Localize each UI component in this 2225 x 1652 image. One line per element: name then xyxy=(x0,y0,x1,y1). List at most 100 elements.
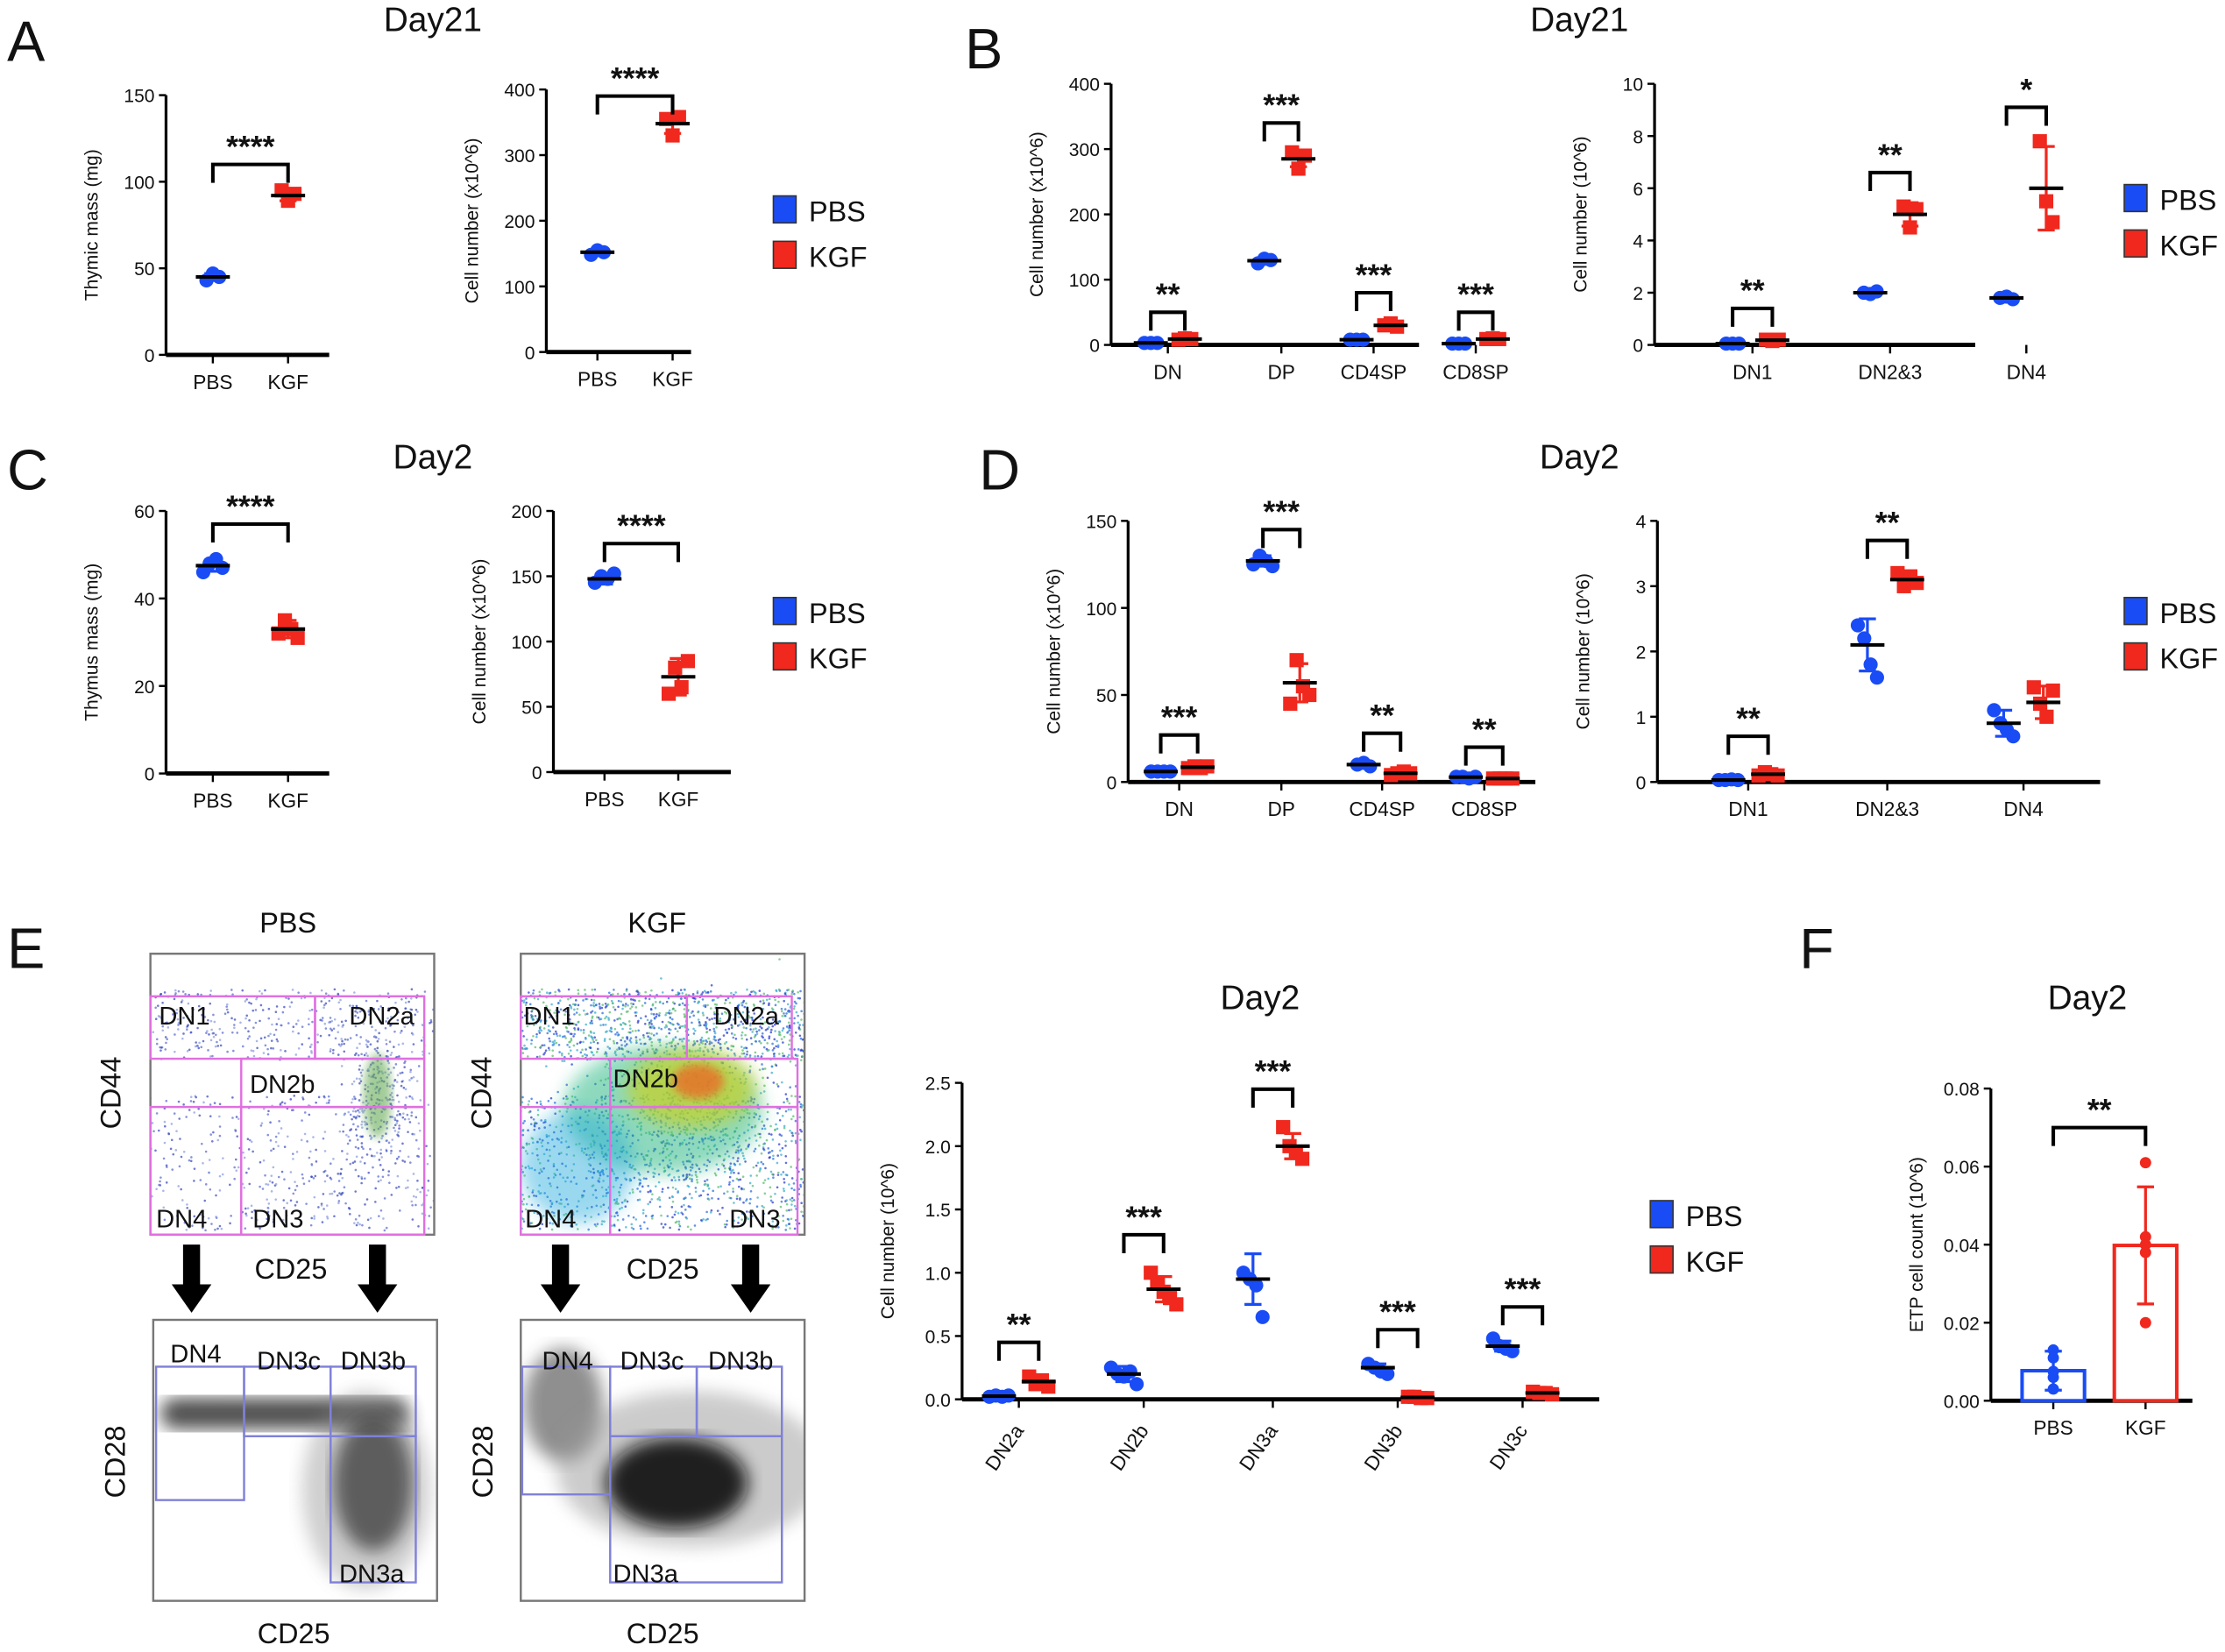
event-dot xyxy=(641,1185,644,1188)
event-dot xyxy=(674,1009,677,1012)
event-dot xyxy=(346,1152,349,1155)
event-dot xyxy=(186,1025,189,1028)
event-dot xyxy=(616,992,620,996)
event-dot xyxy=(264,989,266,992)
event-dot xyxy=(554,1030,557,1033)
event-dot xyxy=(568,1020,571,1024)
y-tick-label: 60 xyxy=(134,502,154,522)
event-dot xyxy=(763,1084,766,1088)
event-dot xyxy=(658,1205,662,1209)
gate-label: DN2a xyxy=(349,1003,415,1031)
event-dot xyxy=(214,1045,217,1048)
event-dot xyxy=(567,988,570,991)
event-dot xyxy=(709,1211,712,1214)
event-dot xyxy=(732,1017,735,1021)
event-dot xyxy=(646,1227,649,1230)
significance-stars: *** xyxy=(1161,700,1198,735)
event-dot xyxy=(737,1185,740,1188)
event-dot xyxy=(545,1065,548,1067)
event-dot xyxy=(640,1042,642,1046)
event-dot xyxy=(681,991,684,995)
event-dot xyxy=(771,1227,774,1230)
y-tick-label: 2 xyxy=(1636,642,1647,663)
event-dot xyxy=(354,1110,358,1113)
event-dot xyxy=(210,1139,214,1143)
y-tick-label: 100 xyxy=(1069,271,1100,291)
legend-swatch-KGF xyxy=(2123,642,2148,671)
event-dot xyxy=(565,1083,569,1087)
event-dot xyxy=(393,1046,395,1048)
event-dot xyxy=(779,1205,783,1209)
event-dot xyxy=(343,989,345,992)
data-point-PBS xyxy=(2047,1351,2059,1364)
event-dot xyxy=(363,1177,366,1180)
event-dot xyxy=(361,1068,364,1072)
event-dot xyxy=(194,1045,197,1048)
panel-letter-E: E xyxy=(7,916,45,980)
event-dot xyxy=(772,1157,775,1160)
event-dot xyxy=(723,1192,726,1195)
event-dot xyxy=(577,1228,579,1230)
event-dot xyxy=(789,1227,791,1230)
event-dot xyxy=(715,1163,719,1166)
event-dot xyxy=(600,1223,604,1226)
event-dot xyxy=(584,1053,586,1056)
event-dot xyxy=(575,1223,578,1226)
event-dot xyxy=(789,1129,791,1132)
event-dot xyxy=(154,1149,157,1152)
event-dot xyxy=(698,1046,702,1050)
event-dot xyxy=(324,1027,328,1030)
event-dot xyxy=(562,1035,564,1039)
event-dot xyxy=(713,1017,716,1019)
event-dot xyxy=(557,1044,561,1046)
event-dot xyxy=(706,1184,710,1188)
event-dot xyxy=(370,1154,373,1157)
event-dot xyxy=(696,1179,698,1181)
event-dot xyxy=(745,1198,748,1201)
event-dot xyxy=(339,998,342,1002)
event-dot xyxy=(403,1160,407,1163)
event-dot xyxy=(650,1012,653,1016)
event-dot xyxy=(333,1190,336,1193)
event-dot xyxy=(712,1189,714,1193)
significance-stars: *** xyxy=(1125,1200,1162,1235)
y-tick-label: 50 xyxy=(521,698,542,719)
event-dot xyxy=(595,1039,598,1042)
event-dot xyxy=(264,1173,266,1177)
event-dot xyxy=(611,1224,613,1227)
event-dot xyxy=(330,1019,334,1023)
event-dot xyxy=(379,1179,382,1181)
event-dot xyxy=(585,1054,589,1057)
event-dot xyxy=(592,1032,596,1035)
event-dot xyxy=(706,1217,709,1221)
event-dot xyxy=(708,1018,711,1021)
y-tick-label: 200 xyxy=(504,212,535,232)
event-dot xyxy=(726,1190,729,1193)
event-dot xyxy=(660,1214,663,1217)
event-dot xyxy=(728,1175,732,1179)
event-dot xyxy=(616,1218,620,1222)
event-dot xyxy=(732,1179,734,1182)
event-dot xyxy=(245,1014,249,1017)
event-dot xyxy=(725,1011,728,1015)
event-dot xyxy=(535,1035,538,1039)
significance-stars: **** xyxy=(617,508,666,543)
event-dot xyxy=(317,1095,321,1099)
event-dot xyxy=(337,1173,340,1175)
event-dot xyxy=(371,1025,373,1029)
event-dot xyxy=(530,1097,533,1101)
event-dot xyxy=(367,1171,371,1174)
event-dot xyxy=(543,1019,547,1023)
event-dot xyxy=(652,1175,655,1179)
event-dot xyxy=(530,1222,534,1224)
data-point-PBS xyxy=(2047,1344,2059,1356)
event-dot xyxy=(354,1168,358,1172)
event-dot xyxy=(337,1180,341,1182)
data-point-KGF xyxy=(2139,1316,2151,1329)
event-dot xyxy=(595,1224,598,1228)
event-dot xyxy=(358,1068,361,1071)
event-dot xyxy=(182,1032,185,1035)
event-dot xyxy=(785,1025,789,1028)
event-dot xyxy=(175,1215,179,1217)
